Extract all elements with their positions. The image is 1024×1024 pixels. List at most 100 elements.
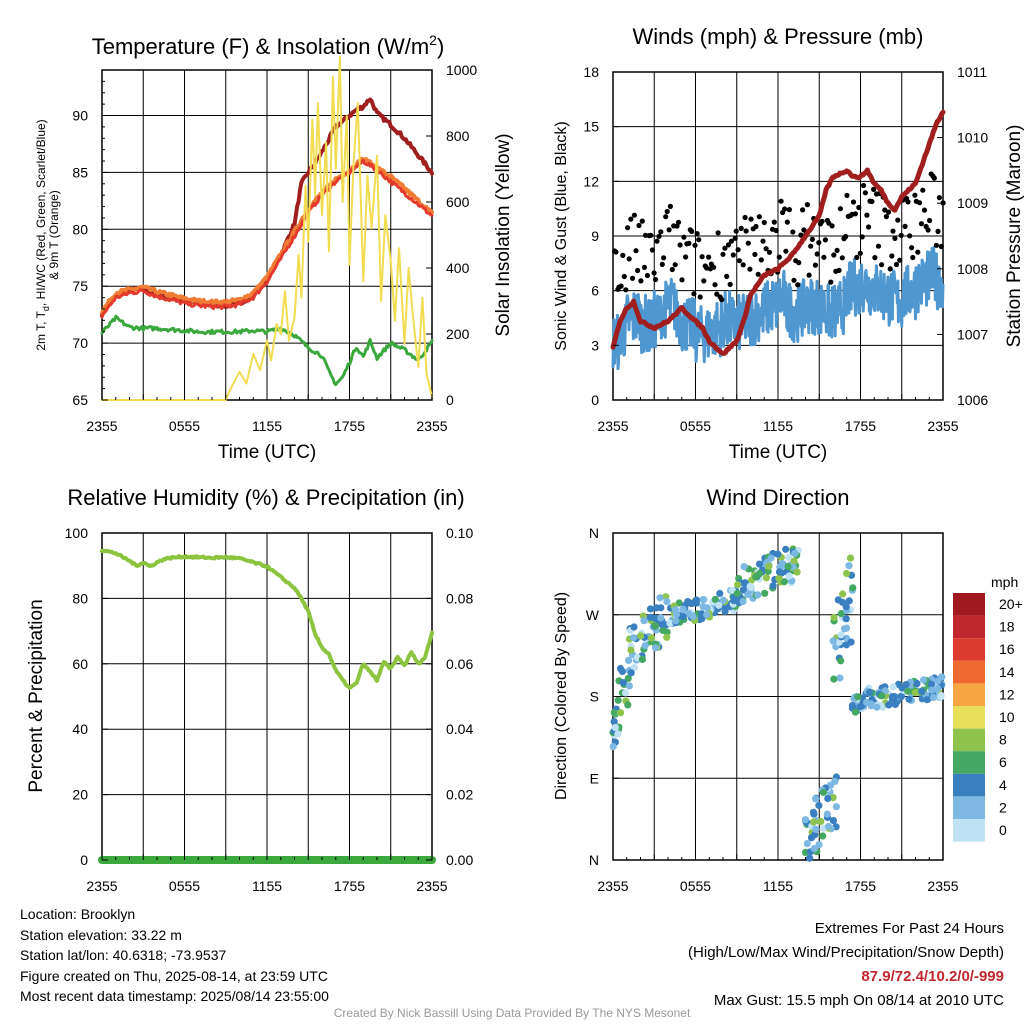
extremes-legend: (High/Low/Max Wind/Precipitation/Snow De… — [688, 944, 1004, 961]
direction-point — [881, 687, 889, 695]
wdir-ytick-label-left: E — [590, 770, 599, 786]
gust-point — [629, 275, 636, 281]
wdir-ytick-label-left: N — [589, 525, 599, 541]
direction-point — [739, 597, 747, 606]
gust-point — [778, 198, 784, 204]
gust-point — [681, 234, 687, 240]
credit-line: Created By Nick Bassill Using Data Provi… — [333, 1006, 691, 1020]
gust-point — [644, 272, 651, 279]
direction-point — [929, 693, 937, 702]
gust-point — [639, 218, 645, 224]
gust-point — [689, 228, 695, 234]
gust-point — [776, 254, 782, 260]
wind-axes: 2355 0555 1155 1755 2355 0 3 6 9 12 15 18 1006 1007 10… — [583, 64, 988, 434]
gust-point — [925, 227, 931, 233]
gust-point — [857, 250, 863, 256]
wind-xtick-label: 2355 — [597, 418, 628, 434]
direction-point — [789, 563, 798, 571]
gust-point — [782, 206, 788, 212]
gust-point — [773, 227, 779, 234]
direction-point — [625, 682, 634, 690]
direction-point — [624, 701, 632, 709]
temp-ytick-label-right: 0 — [446, 392, 454, 408]
rh-xtick-label: 2355 — [86, 878, 117, 894]
direction-point — [842, 603, 850, 611]
gust-point — [728, 238, 735, 244]
gust-point — [696, 237, 702, 243]
gust-point — [828, 279, 834, 285]
gust-point — [697, 294, 703, 300]
direction-point — [801, 816, 810, 824]
direction-point — [782, 545, 790, 553]
gust-point — [743, 228, 749, 234]
direction-point — [911, 689, 920, 697]
temp-ylabel-left: 2m T, Td, HI/WC (Red, Green, Scarlet/Blu… — [34, 119, 51, 350]
direction-point — [824, 794, 832, 803]
direction-point — [811, 831, 819, 839]
humidity-panel: Relative Humidity (%) & Precipitation (i… — [26, 485, 473, 894]
gust-point — [822, 237, 829, 243]
gust-point — [872, 255, 878, 261]
gust-point — [885, 209, 892, 215]
gust-point — [791, 277, 797, 283]
gust-point — [738, 225, 744, 231]
wind-ytick-label-right: 1010 — [957, 130, 988, 146]
gust-point — [859, 234, 865, 240]
gust-point — [638, 278, 644, 284]
station-latlon: Station lat/lon: 40.6318; -73.9537 — [20, 947, 227, 963]
gust-point — [931, 175, 937, 181]
gust-point — [866, 224, 872, 230]
temp-xtick-label: 1155 — [252, 418, 282, 434]
direction-point — [658, 620, 666, 628]
rh-ytick-label-left: 100 — [65, 525, 89, 541]
speed-colorbar: 20+ 18 16 14 12 10 8 6 4 2 0 — [953, 593, 1023, 842]
direction-point — [651, 614, 659, 622]
rh-ytick-label-right: 0.08 — [446, 590, 473, 606]
pressure-line — [610, 109, 946, 356]
gust-point — [618, 283, 624, 289]
temp-ytick-label-left: 80 — [72, 221, 88, 237]
wind-xtick-label: 2355 — [927, 418, 958, 434]
direction-point — [839, 590, 847, 598]
direction-point — [837, 657, 845, 665]
direction-point — [918, 687, 926, 696]
gust-point — [766, 249, 773, 255]
direction-point — [641, 642, 649, 650]
gust-point — [666, 227, 672, 233]
direction-point — [837, 610, 846, 618]
gust-point — [912, 192, 918, 198]
direction-point — [823, 810, 831, 818]
temp-xtick-label: 2355 — [416, 418, 447, 434]
rh-ytick-label-right: 0.00 — [446, 852, 473, 868]
wdir-xtick-label: 1155 — [763, 878, 793, 894]
wind-ylabel-right: Station Pressure (Maroon) — [1004, 125, 1024, 348]
colorbar-swatch — [953, 773, 985, 797]
gust-point — [712, 282, 718, 288]
wind-ytick-label-left: 18 — [583, 64, 599, 80]
direction-point — [651, 622, 660, 630]
wind-ytick-label-right: 1008 — [957, 261, 988, 277]
direction-point — [627, 669, 635, 677]
gust-point — [856, 204, 862, 211]
rh-xtick-label: 0555 — [169, 878, 200, 894]
wdir-ylabel-left: Direction (Colored By Speed) — [553, 592, 570, 800]
colorbar-label: 2 — [999, 799, 1007, 815]
gust-point — [869, 198, 875, 205]
gust-point — [927, 217, 933, 224]
direction-point — [739, 586, 747, 594]
gust-point — [910, 254, 916, 261]
gust-point — [691, 291, 697, 297]
direction-point — [810, 810, 818, 818]
colorbar-swatch — [953, 706, 985, 729]
gust-point — [652, 276, 659, 283]
direction-point — [830, 613, 838, 622]
rh-grid — [102, 533, 432, 860]
gust-point — [935, 228, 941, 234]
direction-point — [657, 614, 665, 622]
gust-point — [887, 266, 893, 272]
gust-point — [852, 211, 859, 217]
gust-point — [790, 229, 796, 235]
gust-point — [837, 206, 844, 212]
gust-point — [918, 221, 925, 227]
gust-point — [694, 231, 700, 237]
